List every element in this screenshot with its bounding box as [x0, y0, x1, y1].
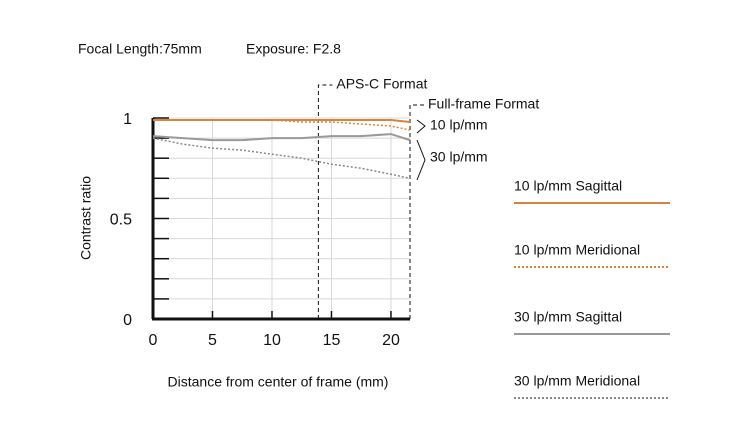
chart-subtitle: Exposure: F2.8 [246, 41, 341, 57]
chart-title: Focal Length:75mm [78, 41, 202, 57]
series-line [153, 119, 411, 131]
x-tick-label: 10 [263, 332, 281, 349]
x-tick-label: 15 [323, 332, 341, 349]
series-line [152, 137, 411, 180]
x-tick-label: 0 [149, 332, 158, 349]
format-label: APS-C Format [336, 76, 427, 92]
x-tick-label: 5 [208, 332, 217, 349]
annotation: 10 lp/mm [430, 117, 488, 133]
y-tick-label: 0 [123, 312, 132, 329]
format-marker [317, 84, 333, 319]
x-axis-label: Distance from center of frame (mm) [168, 374, 389, 390]
bracket [416, 119, 426, 134]
legend-label: 10 lp/mm Meridional [514, 242, 640, 258]
y-tick-label: 0.5 [110, 212, 132, 229]
annotation: 30 lp/mm [430, 149, 488, 165]
legend-label: 10 lp/mm Sagittal [514, 178, 622, 194]
legend-label: 30 lp/mm Sagittal [514, 309, 622, 325]
series-line [152, 133, 411, 142]
legend-label: 30 lp/mm Meridional [514, 373, 640, 389]
y-tick-label: 1 [123, 111, 132, 128]
format-marker [409, 104, 424, 319]
x-tick-label: 20 [382, 332, 400, 349]
bracket [416, 139, 426, 181]
format-label: Full-frame Format [428, 96, 539, 112]
y-axis-label: Contrast ratio [78, 176, 94, 260]
